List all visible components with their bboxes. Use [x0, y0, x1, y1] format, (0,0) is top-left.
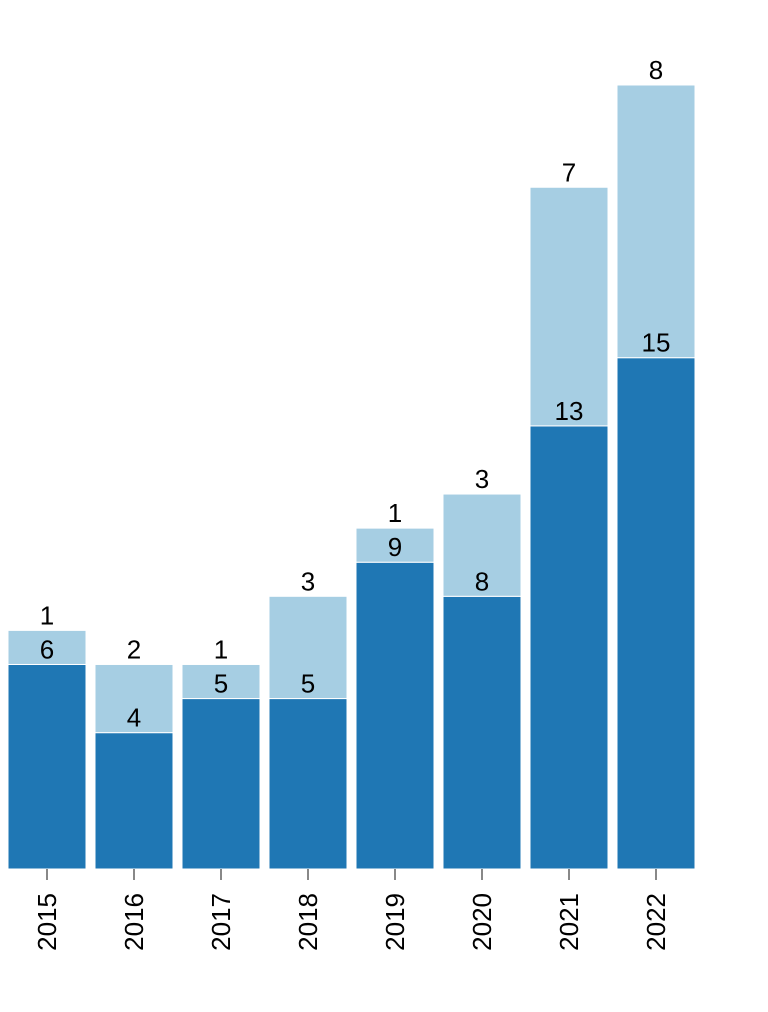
value-label: 6: [40, 634, 54, 664]
x-tick-label: 2015: [32, 893, 62, 951]
value-label: 4: [127, 703, 141, 733]
value-label: 8: [649, 55, 663, 85]
value-label: 2: [127, 634, 141, 664]
value-label: 5: [214, 669, 228, 699]
value-label: 1: [388, 498, 402, 528]
bar-segment: [268, 595, 348, 700]
bar-segment: [7, 629, 87, 665]
bar-segment: [355, 527, 435, 563]
x-tick-label: 2022: [641, 893, 671, 951]
x-tick-label: 2019: [380, 893, 410, 951]
bar-segment: [268, 698, 348, 870]
x-tick-label: 2020: [467, 893, 497, 951]
value-label: 1: [40, 600, 54, 630]
x-tick-label: 2018: [293, 893, 323, 951]
x-tick-label: 2016: [119, 893, 149, 951]
bar-segment: [94, 663, 174, 734]
value-label: 7: [562, 157, 576, 187]
value-label: 15: [642, 328, 671, 358]
bar-segment: [616, 357, 696, 870]
value-label: 1: [214, 634, 228, 664]
value-label: 9: [388, 532, 402, 562]
bar-segment: [181, 698, 261, 870]
x-tick-label: 2017: [206, 893, 236, 951]
bar-segment: [442, 493, 522, 597]
bar-segment: [355, 561, 435, 870]
bar-segment: [616, 84, 696, 359]
bar-segment: [94, 732, 174, 870]
bar-segment: [7, 663, 87, 870]
value-label: 13: [555, 396, 584, 426]
x-tick-label: 2021: [554, 893, 584, 951]
value-label: 3: [475, 464, 489, 494]
value-label: 8: [475, 566, 489, 596]
value-label: 5: [301, 669, 315, 699]
bar-segment: [442, 595, 522, 870]
bar-segment: [529, 425, 609, 870]
bar-segment: [529, 186, 609, 427]
value-label: 3: [301, 566, 315, 596]
bar-segment: [181, 663, 261, 700]
